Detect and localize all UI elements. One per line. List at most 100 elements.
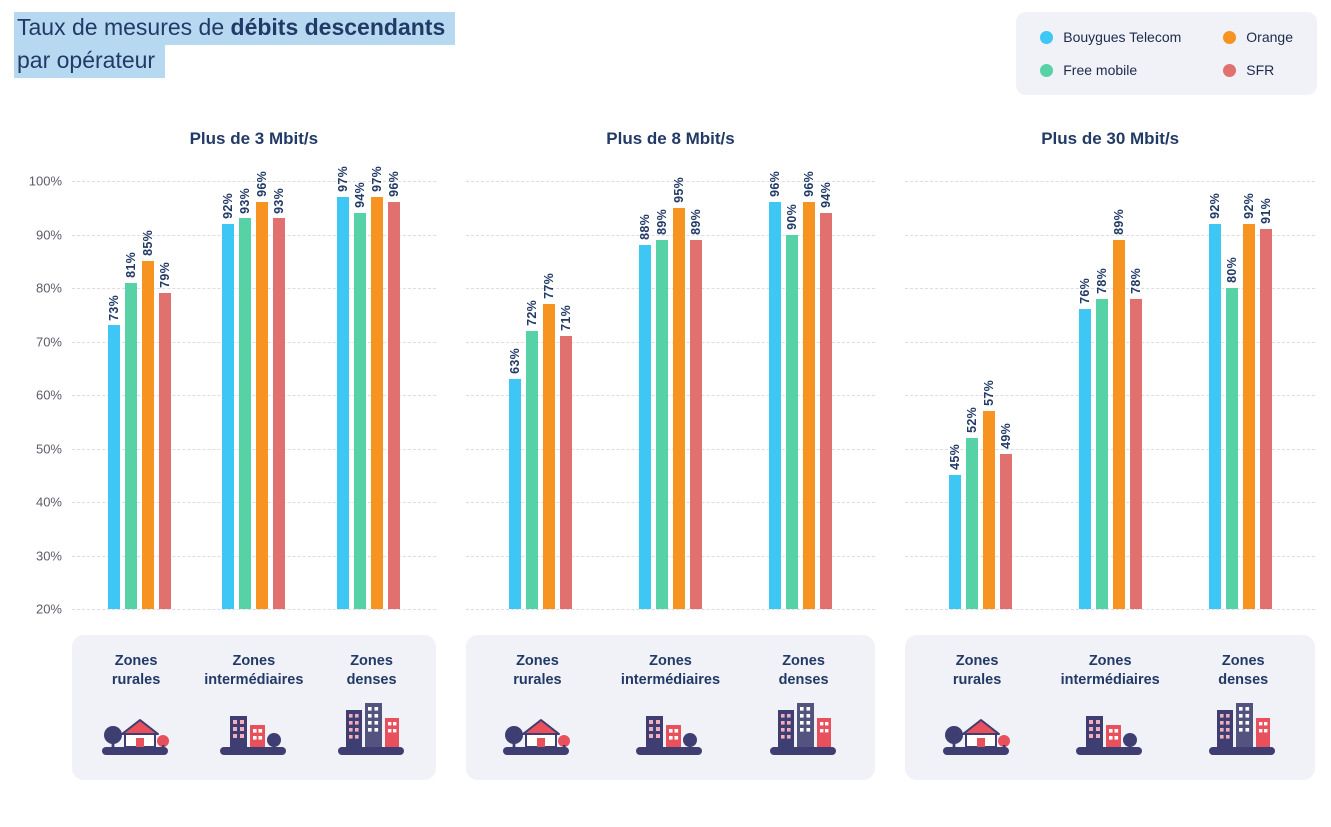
zone-label-line1: Zones [955, 653, 999, 669]
bar-column-orange: 96% [802, 171, 816, 609]
zone-label: Zones denses [1199, 652, 1287, 690]
bar-column-sfr: 79% [158, 181, 172, 609]
chart-section-plus-de-30-mbit-s: Plus de 30 Mbit/s 45% 52% 57% 49% 76% 78% 89% 78… [905, 121, 1316, 780]
zone-icon-wrap [92, 698, 180, 767]
zones-panel: Zones rurales Zones intermédiaires Zones dens… [465, 635, 876, 780]
gridline [72, 288, 436, 289]
bar-column-orange: 57% [982, 181, 996, 609]
bar-column-free-mobile: 72% [525, 181, 539, 609]
bar-column-free-mobile: 90% [785, 181, 799, 609]
zone-label-line2: denses [1218, 672, 1269, 688]
y-axis-ticks: 100% 90% 80% 70% 60% 50% 40% 30% 20% [26, 174, 72, 617]
legend-label: Orange [1246, 29, 1293, 45]
gridline [465, 234, 876, 236]
bar-column-free-mobile: 78% [1094, 181, 1109, 609]
gridline [905, 555, 1316, 557]
bar-free-mobile [353, 213, 366, 609]
bar-bouygues-telecom [1078, 309, 1091, 609]
zone-label-line1: Zones [232, 653, 276, 669]
gridline [905, 448, 1316, 450]
bar-groups: 63% 72% 77% 71% 88% 89% 95% 89% 96% 90% 96% 94% [466, 171, 876, 609]
bar-value-label: 89% [655, 208, 669, 235]
intermediate-icon [636, 716, 703, 755]
bar-value-label: 49% [998, 422, 1013, 449]
y-tick-label: 100% [28, 173, 62, 189]
gridline [905, 395, 1316, 396]
zone-label: Zones rurales [933, 652, 1021, 690]
gridline [905, 502, 1316, 503]
bar-column-bouygues-telecom: 45% [948, 181, 962, 609]
chart-section-plus-de-8-mbit-s: Plus de 8 Mbit/s 63% 72% 77% 71% 88% 89% 95% 89%… [465, 121, 876, 780]
bar-group-zones-rurales: 73% 81% 85% 79% [107, 181, 172, 609]
zone-label: Zones rurales [92, 652, 180, 690]
zone-icon-wrap [204, 698, 303, 767]
bar-column-bouygues-telecom: 63% [508, 181, 522, 609]
zone-label: Zones denses [760, 652, 848, 690]
zone-rural: Zones rurales [933, 652, 1021, 767]
bar-value-label: 92% [1207, 192, 1222, 219]
gridline [72, 448, 436, 450]
chart-title: Plus de 30 Mbit/s [1041, 129, 1180, 148]
zone-icon-wrap [328, 698, 416, 767]
bar-orange [1242, 223, 1255, 609]
zone-intermediate: Zones intermédiaires [1061, 652, 1160, 767]
orange-color-dot [1223, 30, 1237, 44]
chart-main-1: Plus de 3 Mbit/s 73% 81% 85% 79% 92% 93% 96% 93%… [72, 121, 436, 780]
bar-sfr [1129, 298, 1142, 609]
y-tick-label: 30% [35, 548, 62, 563]
plot-area: 73% 81% 85% 79% 92% 93% 96% 93% 97% 94% 97% 96% [72, 166, 436, 610]
zone-icon-wrap [760, 698, 848, 767]
bar-orange [982, 411, 995, 609]
zone-icon-wrap [1061, 698, 1160, 767]
gridline [905, 609, 1316, 610]
bar-bouygues-telecom [509, 378, 522, 609]
bar-column-orange: 85% [140, 181, 155, 609]
bar-column-sfr: 89% [689, 181, 703, 609]
zone-label: Zones rurales [493, 652, 581, 690]
zone-dense: Zones denses [328, 652, 416, 767]
y-tick-label: 90% [35, 227, 62, 242]
gridline [465, 448, 876, 450]
bouygues-telecom-color-dot [1040, 30, 1054, 44]
zone-label-line1: Zones [1088, 653, 1132, 669]
bar-group-zones-rurales: 63% 72% 77% 71% [508, 181, 573, 609]
zone-label: Zones intermédiaires [204, 652, 303, 690]
bar-value-label: 96% [255, 171, 270, 198]
bar-sfr [273, 218, 286, 609]
bar-orange [1112, 239, 1125, 609]
bar-column-orange: 89% [1111, 181, 1126, 609]
zone-rural: Zones rurales [92, 652, 180, 767]
gridline [905, 234, 1316, 236]
bar-column-free-mobile: 89% [655, 181, 669, 609]
bar-column-orange: 96% [255, 171, 269, 609]
gridline [72, 234, 436, 236]
bar-orange [141, 261, 154, 609]
gridline [465, 502, 876, 503]
bar-value-label: 81% [123, 251, 138, 278]
bar-value-label: 89% [689, 208, 703, 235]
dense-icon [1209, 703, 1276, 755]
zone-label-line2: rurales [513, 672, 562, 688]
bar-value-label: 85% [140, 230, 155, 257]
gridline [72, 341, 436, 343]
plot-area: 63% 72% 77% 71% 88% 89% 95% 89% 96% 90% 96% 94% [465, 171, 876, 610]
zone-label-line1: Zones [1221, 653, 1265, 669]
zone-icon-wrap [933, 698, 1021, 767]
title-line2-text: par opérateur [14, 45, 166, 78]
sfr-color-dot [1223, 63, 1237, 77]
legend-item-bouygues-telecom: Bouygues Telecom [1040, 29, 1181, 45]
bar-orange [802, 202, 815, 609]
gridline [72, 555, 436, 557]
free-mobile-color-dot [1040, 63, 1054, 77]
bar-value-label: 78% [1094, 267, 1109, 294]
header: Taux de mesures de débits descendants pa… [0, 0, 1331, 95]
bar-value-label: 76% [1077, 278, 1092, 305]
rural-icon [503, 719, 571, 755]
chart-title: Plus de 3 Mbit/s [189, 129, 319, 148]
bar-value-label: 96% [801, 171, 816, 198]
bar-value-label: 89% [1111, 208, 1126, 235]
legend-item-orange: Orange [1223, 29, 1293, 45]
bar-column-free-mobile: 81% [123, 181, 138, 609]
bar-group-zones-rurales: 45% 52% 57% 49% [948, 181, 1013, 609]
